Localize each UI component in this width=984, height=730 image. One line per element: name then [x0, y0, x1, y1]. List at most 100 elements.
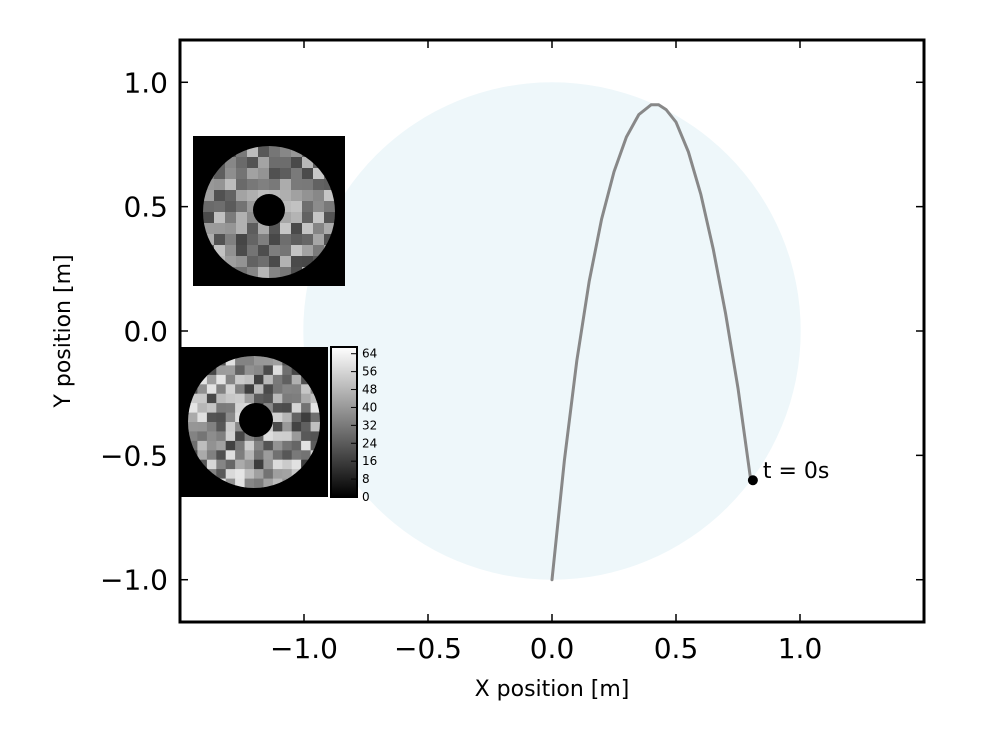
- inset-pixel: [244, 365, 255, 376]
- inset-pixel: [272, 384, 283, 395]
- inset-pixel: [272, 422, 283, 432]
- inset-pixel: [225, 440, 236, 451]
- inset-pixel: [197, 431, 208, 442]
- inset-pixel: [280, 234, 292, 246]
- x-tick-label: −1.0: [270, 632, 338, 665]
- inset-pixel: [206, 459, 217, 470]
- inset-pixel: [247, 245, 259, 257]
- inset-pixel: [206, 384, 217, 395]
- upper-image-inset: [193, 136, 345, 286]
- inset-pixel: [291, 393, 302, 404]
- inset-pixel: [225, 374, 236, 385]
- inset-pixel: [254, 393, 264, 404]
- inset-pixel: [291, 403, 302, 413]
- inset-pixel: [206, 403, 217, 413]
- inset-pixel: [216, 403, 227, 413]
- inset-pixel: [214, 168, 226, 180]
- inset-pixel: [302, 168, 314, 180]
- inset-pixel: [269, 223, 281, 235]
- colorbar-tick-label: 32: [362, 418, 377, 432]
- inset-pixel: [225, 356, 236, 366]
- current-point-marker: [747, 475, 758, 486]
- inset-pixel: [214, 201, 226, 213]
- inset-pixel: [214, 190, 226, 202]
- inset-pixel: [272, 469, 283, 479]
- inset-pixel: [216, 365, 227, 376]
- inset-pixel: [272, 440, 283, 451]
- inset-pixel: [313, 201, 325, 213]
- inset-pixel: [310, 403, 320, 413]
- x-axis: −1.0 −0.5 0.0 0.5 1.0: [270, 40, 822, 665]
- colorbar-tick-label: 56: [362, 365, 377, 379]
- inset-pixel: [310, 412, 320, 423]
- x-tick-label: 0.5: [654, 632, 699, 665]
- inset-pixel: [225, 431, 236, 442]
- inset-pixel: [282, 374, 293, 385]
- inset-pixel: [269, 234, 281, 246]
- inset-pixel: [324, 190, 335, 202]
- inset-pixel: [235, 431, 245, 442]
- colorbar-tick-label: 8: [362, 472, 370, 486]
- inset-pixel: [197, 422, 208, 432]
- inset-pixel: [291, 459, 302, 470]
- inset-pixel: [214, 245, 226, 257]
- inset-pixel: [254, 356, 264, 366]
- inset-pixel: [272, 374, 283, 385]
- inset-pixel: [282, 403, 293, 413]
- inset-pixel: [216, 469, 227, 479]
- inset-pixel: [244, 469, 255, 479]
- inset-pixel: [263, 431, 274, 442]
- inset-pixel: [310, 440, 320, 451]
- colorbar-ticks: 0 8 16 24 32 40 48 56 64: [351, 347, 377, 504]
- inset-pixel: [301, 384, 311, 395]
- inset-pixel: [225, 393, 236, 404]
- inset-pixel: [269, 267, 281, 278]
- inset-pixel: [254, 478, 264, 488]
- inset-pixel: [258, 168, 270, 180]
- inset-pixel: [282, 450, 293, 461]
- inset-pixel: [280, 267, 292, 278]
- y-axis-label: Y position [m]: [51, 254, 76, 408]
- inset-pixel: [247, 146, 259, 158]
- inset-pixel: [247, 179, 259, 191]
- inset-pixel: [206, 450, 217, 461]
- inset-pixel: [302, 245, 314, 257]
- inset-pixel: [263, 356, 274, 366]
- inset-pixel: [197, 384, 208, 395]
- inset-pixel: [291, 422, 302, 432]
- inset-pixel: [254, 374, 264, 385]
- inset-pixel: [206, 412, 217, 423]
- inset-pixel: [272, 412, 283, 423]
- inset-pixel: [280, 179, 292, 191]
- inset-pixel: [216, 440, 227, 451]
- inset-pixel: [282, 393, 293, 404]
- inset-pixel: [216, 431, 227, 442]
- inset-pixel: [291, 157, 303, 169]
- inset-pixel: [313, 168, 325, 180]
- boundary-circle: [303, 82, 801, 580]
- inset-pixel: [301, 403, 311, 413]
- inset-pixel: [236, 245, 248, 257]
- inset-pixel: [247, 256, 259, 268]
- inset-pixel: [235, 459, 245, 470]
- inset-pixel: [197, 450, 208, 461]
- inset-pixel: [282, 431, 293, 442]
- inset-pixel: [263, 393, 274, 404]
- inset-pixel: [310, 431, 320, 442]
- inset-pixel: [258, 223, 270, 235]
- inset-pixel: [214, 212, 226, 224]
- inset-pixel: [302, 256, 314, 268]
- inset-pixel: [291, 440, 302, 451]
- inset-pixel: [263, 440, 274, 451]
- inset-pixel: [269, 168, 281, 180]
- inset-pixel: [258, 157, 270, 169]
- inset-pixel: [244, 440, 255, 451]
- inset-pixel: [263, 469, 274, 479]
- colorbar-gradient: [330, 346, 358, 498]
- inset-pixel: [301, 431, 311, 442]
- inset-pixel: [291, 201, 303, 213]
- inset-pixel: [236, 223, 248, 235]
- lower-image-inset: [180, 347, 328, 497]
- inset-pixel: [280, 146, 292, 158]
- inset-pixel: [225, 422, 236, 432]
